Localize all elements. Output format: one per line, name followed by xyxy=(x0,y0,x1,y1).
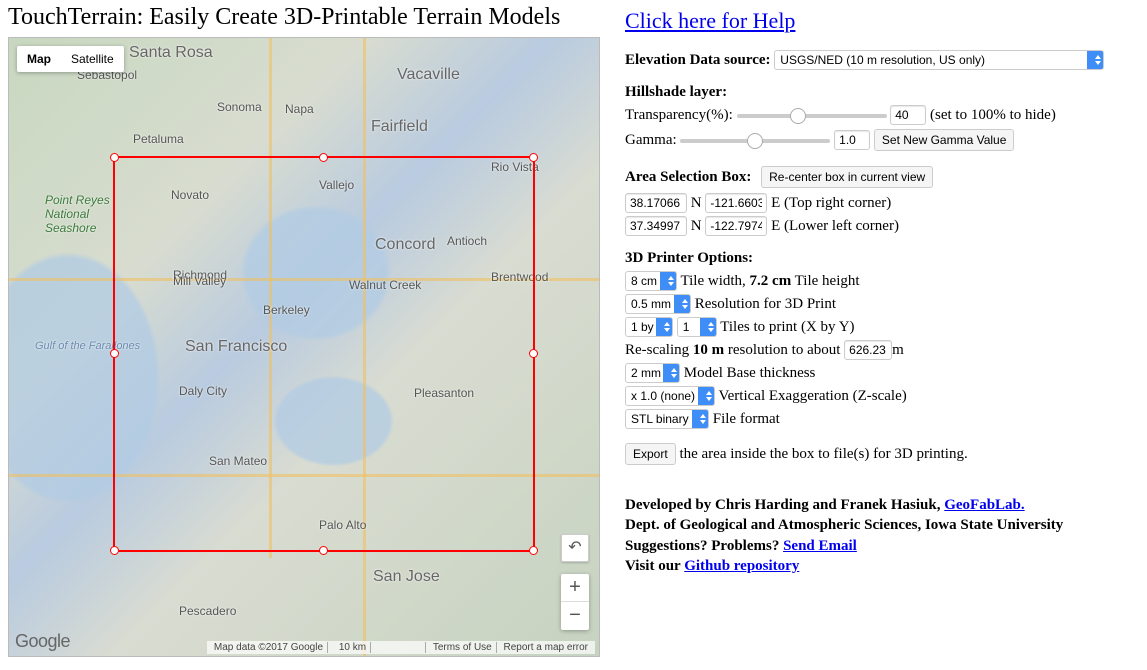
map-scale: 10 km xyxy=(331,642,426,653)
map-label-vacaville: Vacaville xyxy=(397,66,460,84)
export-text: the area inside the box to file(s) for 3… xyxy=(679,446,967,462)
tr-lon-input[interactable] xyxy=(705,193,767,213)
zscale-select[interactable]: x 1.0 (none) xyxy=(625,386,715,406)
rescale-prefix: Re-scaling xyxy=(625,342,689,358)
map-label-pescadero: Pescadero xyxy=(179,604,236,618)
github-link[interactable]: Github repository xyxy=(684,558,799,574)
gamma-label: Gamma: xyxy=(625,132,677,148)
tiles-y-select[interactable]: 1 xyxy=(677,317,717,337)
help-link[interactable]: Click here for Help xyxy=(625,8,795,34)
map-label-sanjose: San Jose xyxy=(373,568,440,586)
map-label-fairfield: Fairfield xyxy=(371,118,428,136)
resolution-select[interactable]: 0.5 mm xyxy=(625,294,691,314)
file-format-select[interactable]: STL binary xyxy=(625,409,709,429)
handle-mid-right[interactable] xyxy=(529,349,538,358)
n-label: N xyxy=(691,195,702,211)
map-report-link[interactable]: Report a map error xyxy=(500,642,592,653)
tiles-x-select[interactable]: 1 by xyxy=(625,317,673,337)
format-label: File format xyxy=(713,411,780,427)
map-label-petaluma: Petaluma xyxy=(133,132,184,146)
ll-note: (Lower left corner) xyxy=(784,218,899,234)
map-footer: Map data ©2017 Google 10 km Terms of Use… xyxy=(207,641,595,654)
suggestions-label: Suggestions? Problems? xyxy=(625,538,783,554)
tile-width-select[interactable]: 8 cm xyxy=(625,271,677,291)
ll-lat-input[interactable] xyxy=(625,216,687,236)
map-type-control[interactable]: Map Satellite xyxy=(17,46,124,72)
rescale-bold: 10 m xyxy=(693,342,724,358)
resolution-label: Resolution for 3D Print xyxy=(695,296,836,312)
elevation-source-select[interactable]: USGS/NED (10 m resolution, US only) xyxy=(774,50,1104,70)
zoom-in-button[interactable]: + xyxy=(561,574,589,602)
transparency-label: Transparency(%): xyxy=(625,107,733,123)
google-logo: Google xyxy=(15,631,70,652)
tile-height-value: 7.2 cm xyxy=(750,273,792,289)
set-gamma-button[interactable]: Set New Gamma Value xyxy=(874,129,1015,151)
map-label-napa: Napa xyxy=(285,102,314,116)
map-type-map[interactable]: Map xyxy=(17,46,61,72)
area-heading: Area Selection Box: xyxy=(625,169,751,186)
map-type-satellite[interactable]: Satellite xyxy=(61,46,124,72)
recenter-button[interactable]: Re-center box in current view xyxy=(761,166,933,188)
tr-note: (Top right corner) xyxy=(784,195,891,211)
map-label-sonoma: Sonoma xyxy=(217,100,262,114)
handle-bot-right[interactable] xyxy=(529,546,538,555)
visit-label: Visit our xyxy=(625,558,684,574)
transparency-note: (set to 100% to hide) xyxy=(930,107,1056,123)
undo-button[interactable]: ↶ xyxy=(561,534,589,562)
e-label: E xyxy=(771,195,780,211)
export-button[interactable]: Export xyxy=(625,443,676,465)
tiles-label: Tiles to print (X by Y) xyxy=(720,319,854,335)
base-thickness-select[interactable]: 2 mm xyxy=(625,363,680,383)
map-terms-link[interactable]: Terms of Use xyxy=(429,642,497,653)
selection-box[interactable] xyxy=(113,156,535,552)
zoom-control: + − xyxy=(561,574,589,630)
map-label-pointreyes: Point Reyes National Seashore xyxy=(45,193,115,235)
dept-line: Dept. of Geological and Atmospheric Scie… xyxy=(625,517,1063,533)
handle-top-mid[interactable] xyxy=(319,153,328,162)
tile-width-label: Tile width, xyxy=(680,273,745,289)
e-label-2: E xyxy=(771,218,780,234)
zscale-label: Vertical Exaggeration (Z-scale) xyxy=(718,388,906,404)
zoom-out-button[interactable]: − xyxy=(561,602,589,630)
gamma-slider[interactable] xyxy=(680,139,830,143)
n-label-2: N xyxy=(691,218,702,234)
handle-top-left[interactable] xyxy=(110,153,119,162)
map-canvas[interactable]: San Francisco Berkeley Richmond San Jose… xyxy=(8,37,600,657)
handle-bot-mid[interactable] xyxy=(319,546,328,555)
map-label-santarosa: Santa Rosa xyxy=(129,44,213,62)
hillshade-heading: Hillshade layer: xyxy=(625,84,1137,101)
rescale-unit: m xyxy=(892,342,904,358)
handle-mid-left[interactable] xyxy=(110,349,119,358)
elevation-label: Elevation Data source: xyxy=(625,52,771,68)
ll-lon-input[interactable] xyxy=(705,216,767,236)
rescale-value-input[interactable] xyxy=(844,340,892,360)
base-label: Model Base thickness xyxy=(684,365,816,381)
geofab-link[interactable]: GeoFabLab. xyxy=(944,497,1024,513)
rescale-mid: resolution to about xyxy=(728,342,841,358)
developed-by: Developed by Chris Harding and Franek Ha… xyxy=(625,497,944,513)
handle-bot-left[interactable] xyxy=(110,546,119,555)
tr-lat-input[interactable] xyxy=(625,193,687,213)
map-attribution: Map data ©2017 Google xyxy=(210,642,328,653)
transparency-slider[interactable] xyxy=(737,114,887,118)
page-title: TouchTerrain: Easily Create 3D-Printable… xyxy=(8,4,607,31)
printer-heading: 3D Printer Options: xyxy=(625,250,1137,267)
gamma-value-input[interactable] xyxy=(834,130,870,150)
send-email-link[interactable]: Send Email xyxy=(783,538,857,554)
tile-height-label: Tile height xyxy=(795,273,860,289)
transparency-value-input[interactable] xyxy=(890,105,926,125)
handle-top-right[interactable] xyxy=(529,153,538,162)
